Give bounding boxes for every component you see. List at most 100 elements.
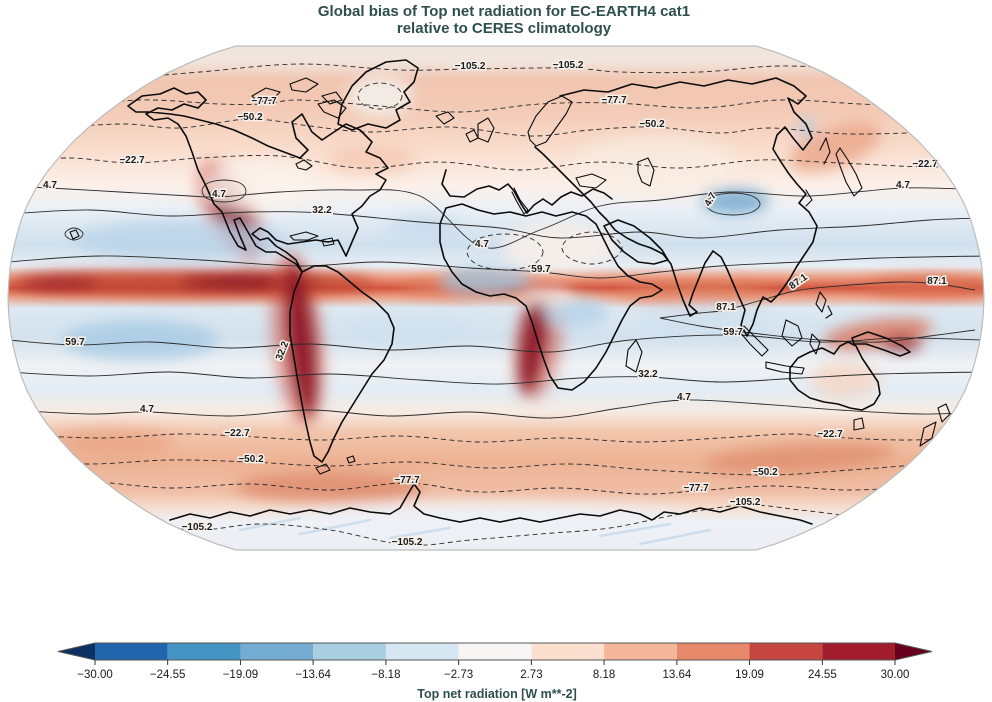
coastline-arctic-islands bbox=[251, 77, 347, 119]
contour-line--50.2 bbox=[8, 459, 984, 476]
colorbar-segment bbox=[458, 643, 532, 660]
contour-line-32.2 bbox=[8, 209, 984, 239]
contour-line--77.7 bbox=[357, 82, 403, 110]
contour-line-4.7 bbox=[8, 399, 984, 419]
coastline-new-zealand bbox=[919, 403, 951, 447]
contour-label: 4.7 bbox=[677, 392, 691, 403]
colorbar-tick-label: 13.64 bbox=[662, 669, 691, 681]
blob-sahel-blue bbox=[440, 267, 532, 295]
coastline-greenland bbox=[337, 59, 419, 131]
colorbar-tick-label: 2.73 bbox=[520, 669, 542, 681]
coastline-australia bbox=[789, 341, 881, 411]
contour-label: −105.2 bbox=[392, 537, 423, 548]
blob-north-america-pale bbox=[207, 160, 317, 212]
coastline-south-america bbox=[289, 265, 395, 463]
ice-streak bbox=[238, 516, 302, 532]
contour-label: −105.2 bbox=[182, 522, 213, 533]
blob-nw-pacific-red bbox=[789, 122, 881, 172]
figure-title-line2: relative to CERES climatology bbox=[397, 20, 612, 37]
contour-label: 87.1 bbox=[716, 302, 736, 313]
blob-namibia-core bbox=[518, 294, 548, 394]
ice-streak bbox=[298, 518, 372, 536]
colorbar-tick-label: 8.18 bbox=[593, 669, 615, 681]
coastline-great-lakes bbox=[295, 159, 313, 171]
colorbar-segment bbox=[167, 643, 241, 660]
blob-southern-ocean-2 bbox=[705, 441, 895, 475]
coastline-tierra-del-fuego bbox=[315, 455, 356, 475]
colorbar-segment bbox=[385, 643, 459, 660]
contour-label: 87.1 bbox=[927, 276, 947, 287]
colorbar-tick-label: −2.73 bbox=[444, 669, 473, 681]
coastline-scandinavia bbox=[527, 95, 573, 147]
contour-label: −77.7 bbox=[394, 475, 420, 486]
contour-label: −105.2 bbox=[730, 497, 761, 508]
contour-label: 4.7 bbox=[896, 180, 910, 191]
coastline-north-america bbox=[127, 87, 389, 273]
bias-zonal-field bbox=[8, 46, 984, 550]
contour-label: 4.7 bbox=[43, 180, 57, 191]
coastline-indonesia bbox=[739, 319, 821, 375]
coastline-iceland bbox=[435, 111, 455, 125]
contour-label: −50.2 bbox=[752, 467, 778, 478]
contour-line--22.7 bbox=[561, 231, 623, 265]
coastline-caribbean bbox=[289, 231, 335, 247]
coastline-antarctica bbox=[169, 483, 813, 525]
colorbar-tick-label: −8.18 bbox=[371, 669, 400, 681]
coastline-hawaii bbox=[69, 229, 80, 240]
coastline-philippines bbox=[815, 291, 833, 319]
contour-label: −50.2 bbox=[639, 119, 665, 130]
contour-line--22.7 bbox=[8, 433, 984, 443]
ice-streak bbox=[638, 528, 712, 546]
contour-label: −22.7 bbox=[912, 159, 938, 170]
blob-itcz-core-west bbox=[20, 275, 100, 291]
contour-label: −22.7 bbox=[224, 428, 250, 439]
coastline-tasmania bbox=[853, 417, 865, 431]
contour-label: 59.7 bbox=[65, 337, 85, 348]
blob-kamchatka-blue bbox=[798, 118, 814, 138]
contour-line--77.7 bbox=[8, 481, 931, 495]
blob-congo-blue bbox=[544, 297, 608, 327]
contour-line-32.2 bbox=[8, 371, 984, 385]
map-area bbox=[8, 46, 984, 550]
coastlines bbox=[69, 59, 951, 525]
colorbar-tick-label: 30.00 bbox=[881, 669, 910, 681]
blob-n-atlantic-blue bbox=[387, 213, 463, 243]
coastline-madagascar bbox=[625, 339, 643, 373]
figure-title-line1: Global bias of Top net radiation for EC-… bbox=[318, 3, 690, 20]
blob-s-indian-blue bbox=[637, 306, 773, 338]
colorbar-segment bbox=[531, 643, 605, 660]
coastline-asia bbox=[534, 77, 818, 337]
colorbar-segment bbox=[95, 643, 168, 660]
contour-label: −50.2 bbox=[238, 454, 264, 465]
blob-equatorial-africa-pale bbox=[523, 287, 575, 305]
contour-line-87.1 bbox=[659, 281, 976, 319]
projection-boundary bbox=[7, 45, 985, 551]
coastline-japan-korea bbox=[805, 137, 863, 207]
blob-australia-pale-red bbox=[810, 362, 880, 398]
colorbar-label: Top net radiation [W m**-2] bbox=[417, 687, 577, 701]
blob-southern-ocean-1 bbox=[235, 472, 425, 502]
coastline-black-sea bbox=[575, 173, 607, 189]
contour-label: −105.2 bbox=[455, 61, 486, 72]
contour-line-59.7 bbox=[8, 255, 984, 279]
contour-label: −22.7 bbox=[817, 429, 843, 440]
colorbar-tick-label: −30.00 bbox=[77, 669, 113, 681]
contour-label: 32.2 bbox=[312, 205, 332, 216]
blob-s-atlantic-blue bbox=[343, 315, 473, 347]
contour-line--22.7 bbox=[466, 233, 544, 271]
coastline-europe-mediterranean bbox=[441, 169, 613, 214]
contour-line-4.7 bbox=[201, 179, 247, 203]
coastline-new-guinea bbox=[851, 331, 911, 357]
blob-n-atlantic-red bbox=[327, 146, 417, 174]
contour-label: −50.2 bbox=[237, 112, 263, 123]
contour-label: −77.7 bbox=[251, 96, 277, 107]
ice-streak bbox=[388, 526, 452, 540]
colorbar-segment bbox=[240, 643, 314, 660]
contour-line-32.2 bbox=[64, 227, 84, 241]
contour-line-4.7 bbox=[705, 192, 761, 216]
colorbar-over-arrow bbox=[895, 643, 932, 660]
colorbar-segment bbox=[822, 643, 895, 660]
coastline-britain-ireland bbox=[465, 117, 495, 143]
